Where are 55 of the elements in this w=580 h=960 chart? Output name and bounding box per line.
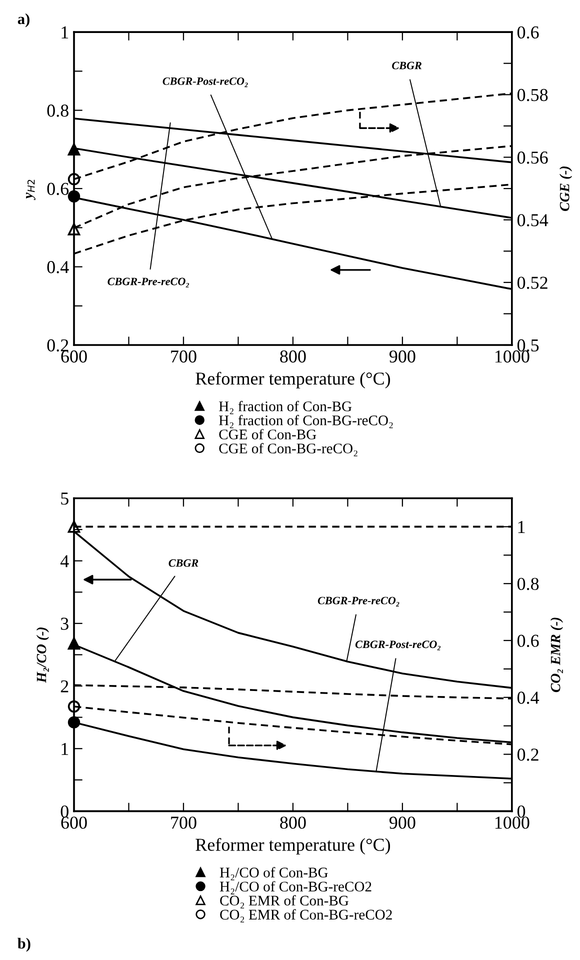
y2-tick-label: 0.6: [517, 634, 539, 648]
y2-axis-title: CGE (-): [559, 166, 572, 212]
y2-tick-label: 1: [518, 521, 525, 533]
legend-label: CO₂ EMR of Con-BG-reCO2: [220, 909, 392, 922]
y2-tick-label: 0.58: [517, 88, 548, 102]
x-tick-label: 800: [280, 350, 306, 363]
x-tick-label: 700: [171, 816, 196, 829]
y2-tick-label: 0.4: [517, 692, 540, 704]
y-tick-label: 2: [60, 680, 68, 692]
annotation: CBGR-Pre-reCO₂: [318, 596, 400, 606]
legend-label: CO₂ EMR of Con-BG: [220, 895, 348, 908]
x-tick-label: 700: [171, 350, 196, 363]
x-tick-label: 900: [389, 350, 416, 363]
x-axis-title: Reformer temperature (°C): [196, 838, 390, 855]
y2-tick-label: 0.2: [517, 748, 538, 761]
x-axis-title: Reformer temperature (°C): [196, 372, 390, 388]
x-tick-label: 800: [280, 816, 306, 829]
y-tick-label: 1: [62, 742, 68, 755]
y-tick-label: 0.4: [47, 261, 69, 274]
legend-label: H₂ fraction of Con-BG: [219, 400, 352, 414]
annotation: CBGR-Pre-reCO₂: [108, 278, 190, 288]
x-tick-label: 1000: [495, 816, 530, 829]
y-tick-label: 0.6: [47, 182, 69, 196]
annotation: CBGR: [392, 62, 422, 70]
text: a): [18, 13, 30, 28]
x-tick-label: 1000: [495, 350, 530, 363]
y-tick-label: 0.2: [47, 339, 68, 352]
legend-label: CGE of Con-BG-reCO₂: [219, 443, 358, 456]
y2-tick-label: 0: [517, 805, 526, 818]
y-axis-title: H₂/CO (-): [36, 628, 50, 683]
x-tick-label: 600: [61, 350, 87, 363]
y-tick-label: 0: [60, 805, 68, 818]
legend-label: H₂ fraction of Con-BG-reCO₂: [219, 414, 393, 428]
y2-axis-title: CO₂ EMR (-): [550, 618, 564, 692]
annotation: CBGR-Post-reCO₂: [162, 77, 248, 88]
annotation: CBGR: [168, 559, 198, 567]
y2-tick-label: 0.52: [517, 276, 548, 289]
x-tick-label: 900: [389, 816, 416, 829]
x-tick-label: 600: [61, 816, 87, 829]
y-axis-title: y$_{H2}$: [26, 180, 36, 200]
y2-tick-label: 0.5: [517, 339, 539, 352]
annotation: CBGR-Post-reCO₂: [355, 640, 440, 650]
y-tick-label: 4: [60, 555, 69, 568]
y-tick-label: 1: [62, 26, 68, 38]
y2-tick-label: 0.6: [517, 26, 539, 39]
y-tick-label: 0.8: [47, 104, 68, 117]
legend-label: CGE of Con-BG: [219, 428, 316, 440]
y2-tick-label: 0.56: [517, 152, 548, 164]
text: b): [18, 938, 30, 952]
y2-tick-label: 0.54: [517, 214, 548, 226]
legend-label: H₂/CO of Con-BG-reCO2: [220, 881, 372, 894]
legend-label: H₂/CO of Con-BG: [220, 867, 328, 880]
y2-tick-label: 0.8: [517, 578, 539, 590]
y-tick-label: 3: [60, 618, 68, 630]
y-tick-label: 5: [61, 492, 68, 505]
